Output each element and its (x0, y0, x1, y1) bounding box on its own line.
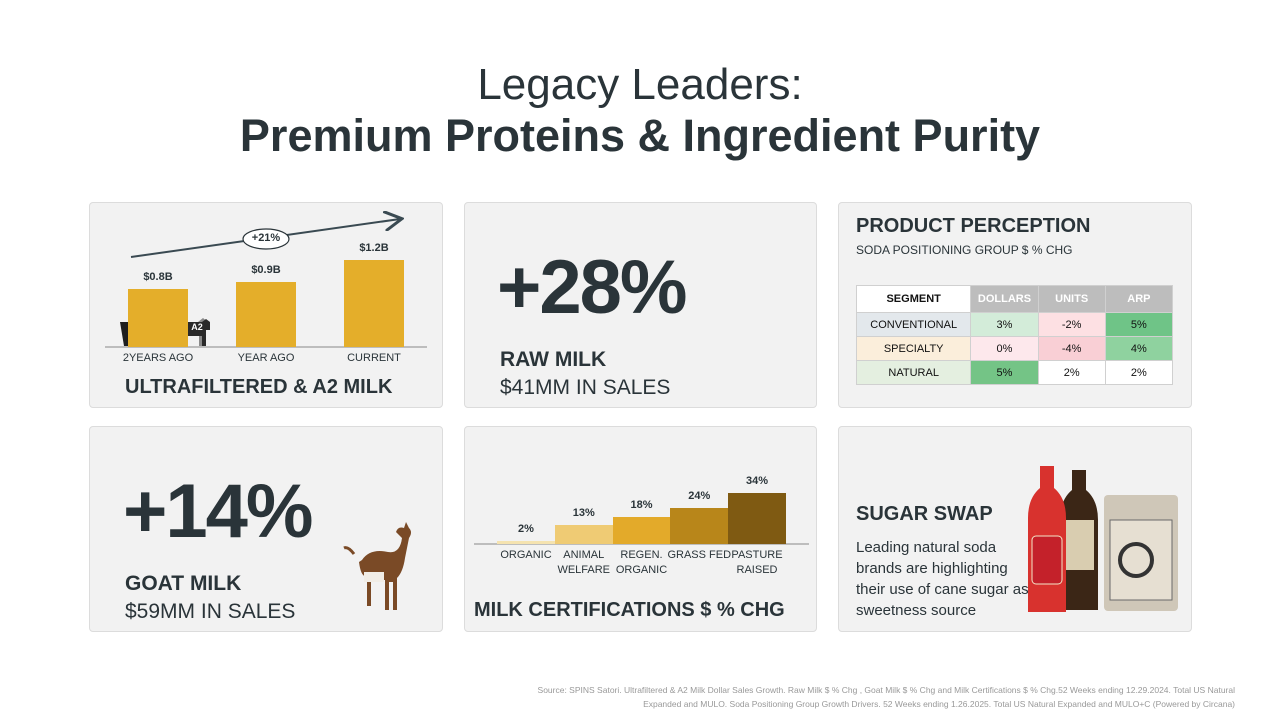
perception-title: PRODUCT PERCEPTION (856, 215, 1091, 237)
goat-stat: +14% (123, 469, 313, 554)
category-label: ORGANIC (500, 549, 552, 561)
table-row: CONVENTIONAL 3% -2% 5% (855, 312, 1174, 337)
soda-icons (1028, 466, 1178, 612)
bar (728, 493, 786, 544)
bar (497, 541, 555, 544)
header-cell: DOLLARS (970, 285, 1039, 313)
value-label: $0.9B (251, 263, 281, 276)
bar (670, 508, 729, 544)
sugar-body: Leading natural soda brands are highligh… (856, 539, 1029, 619)
value-label: 18% (630, 499, 653, 511)
value-label: 13% (572, 506, 595, 519)
title-line2: Premium Proteins & Ingredient Purity (239, 110, 1041, 161)
bar (236, 281, 296, 347)
perception-subtitle: SODA POSITIONING GROUP $ % CHG (856, 243, 1073, 257)
raw-sales: $41MM IN SALES (500, 376, 671, 399)
table-cell: -4% (1037, 336, 1106, 361)
table-cell: 4% (1104, 336, 1174, 361)
category-label: REGEN. ORGANIC (615, 549, 668, 576)
title-line1: Legacy Leaders: (477, 60, 803, 109)
category-label: ANIMAL WELFARE (557, 549, 611, 576)
value-label: 34% (745, 475, 769, 487)
table-cell: 5% (970, 360, 1039, 385)
category-label: PASTURE RAISED (731, 549, 783, 576)
cow-label: A2 (191, 322, 203, 332)
table-cell: 2% (1104, 360, 1174, 385)
table-cell: 3% (970, 312, 1039, 337)
table-cell: SPECIALTY (855, 336, 972, 361)
table-cell: CONVENTIONAL (855, 312, 972, 337)
table-cell: 0% (970, 336, 1039, 361)
arrow-badge (242, 228, 290, 250)
header-row: SEGMENT DOLLARS UNITS ARP (855, 285, 1174, 313)
header-cell: ARP (1104, 285, 1174, 313)
bar (612, 517, 671, 544)
table-row: NATURAL 5% 2% 2% (855, 360, 1174, 385)
perception-table: SEGMENT DOLLARS UNITS ARP CONVENTIONAL 3% -2% 5… (855, 285, 1174, 385)
value-label: $0.8B (143, 271, 173, 283)
chart-title: MILK CERTIFICATIONS $ % CHG (474, 599, 785, 621)
sugar-title: SUGAR SWAP (856, 503, 993, 525)
goat-icon (343, 522, 411, 610)
card-goat (89, 426, 443, 632)
bar (344, 260, 404, 347)
growth-annotation: +21% (251, 232, 281, 244)
category-label: 2YEARS AGO (122, 352, 194, 364)
table-cell: -2% (1037, 312, 1106, 337)
bar (554, 524, 613, 544)
goat-sales: $59MM IN SALES (125, 600, 296, 623)
footnote: Source: SPINS Satori. Ultrafiltered & A2… (537, 685, 1235, 709)
category-label: GRASS FED (667, 549, 732, 561)
table-cell: 5% (1104, 312, 1174, 337)
raw-label: RAW MILK (500, 348, 607, 371)
header-cell: UNITS (1037, 285, 1106, 313)
category-label: CURRENT (347, 352, 401, 364)
bar (128, 289, 188, 347)
table-cell: 2% (1037, 360, 1106, 385)
table-cell: NATURAL (855, 360, 972, 385)
raw-stat: +28% (497, 245, 687, 330)
header-cell: SEGMENT (855, 285, 972, 313)
category-label: YEAR AGO (237, 352, 295, 364)
goat-label: GOAT MILK (125, 572, 242, 595)
card-raw (464, 202, 817, 408)
value-label: 24% (688, 490, 711, 502)
chart-title: ULTRAFILTERED & A2 MILK (125, 376, 393, 398)
value-label: 2% (518, 523, 534, 535)
value-label: $1.2B (359, 242, 389, 254)
table-row: SPECIALTY 0% -4% 4% (855, 336, 1174, 361)
